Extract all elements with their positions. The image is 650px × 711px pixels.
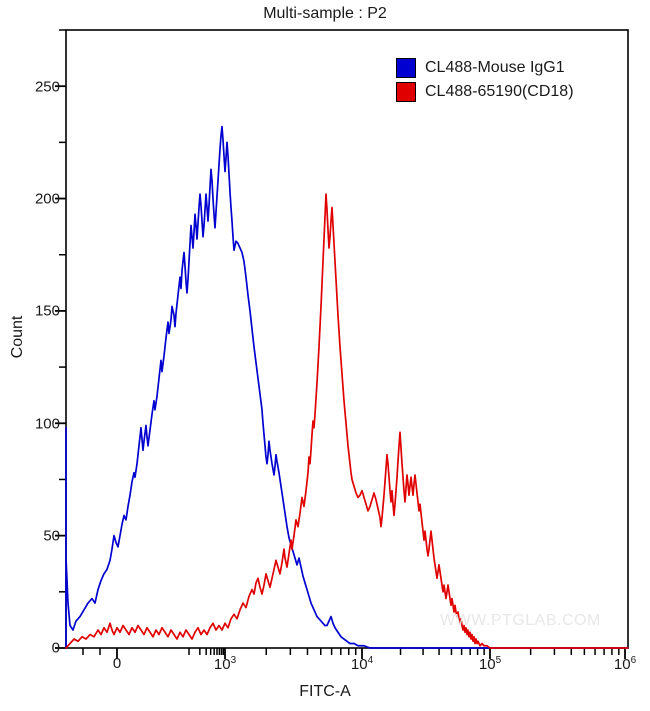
watermark: WWW.PTGLAB.COM bbox=[440, 612, 601, 629]
legend: CL488-Mouse IgG1 CL488-65190(CD18) bbox=[396, 56, 574, 104]
legend-label-cd18: CL488-65190(CD18) bbox=[425, 83, 574, 100]
x-tick-1: 103 bbox=[213, 655, 237, 673]
x-tick-3: 105 bbox=[478, 655, 502, 673]
y-tick-50: 50 bbox=[43, 527, 60, 545]
x-tick-2: 104 bbox=[350, 655, 374, 673]
legend-item-igg1: CL488-Mouse IgG1 bbox=[396, 56, 574, 80]
y-tick-250: 250 bbox=[34, 78, 60, 96]
y-tick-0: 0 bbox=[51, 639, 60, 657]
y-tick-100: 100 bbox=[34, 415, 60, 433]
x-tick-4: 106 bbox=[613, 655, 637, 673]
legend-swatch-blue bbox=[396, 58, 416, 78]
axis-ticks bbox=[55, 29, 626, 659]
x-axis-label: FITC-A bbox=[299, 683, 351, 700]
legend-label-igg1: CL488-Mouse IgG1 bbox=[425, 59, 565, 76]
y-tick-150: 150 bbox=[34, 302, 60, 320]
legend-swatch-red bbox=[396, 82, 416, 102]
series-line-cd18 bbox=[65, 193, 629, 649]
chart-title: Multi-sample : P2 bbox=[263, 5, 387, 22]
legend-item-cd18: CL488-65190(CD18) bbox=[396, 80, 574, 104]
plot-frame bbox=[65, 29, 629, 649]
y-axis-tick-labels: 250 200 150 100 50 0 bbox=[0, 0, 60, 711]
series-layer bbox=[65, 125, 629, 649]
series-line-igg1 bbox=[65, 125, 629, 649]
y-tick-200: 200 bbox=[34, 190, 60, 208]
y-axis-label: Count bbox=[9, 315, 26, 359]
x-tick-0: 0 bbox=[112, 655, 122, 672]
